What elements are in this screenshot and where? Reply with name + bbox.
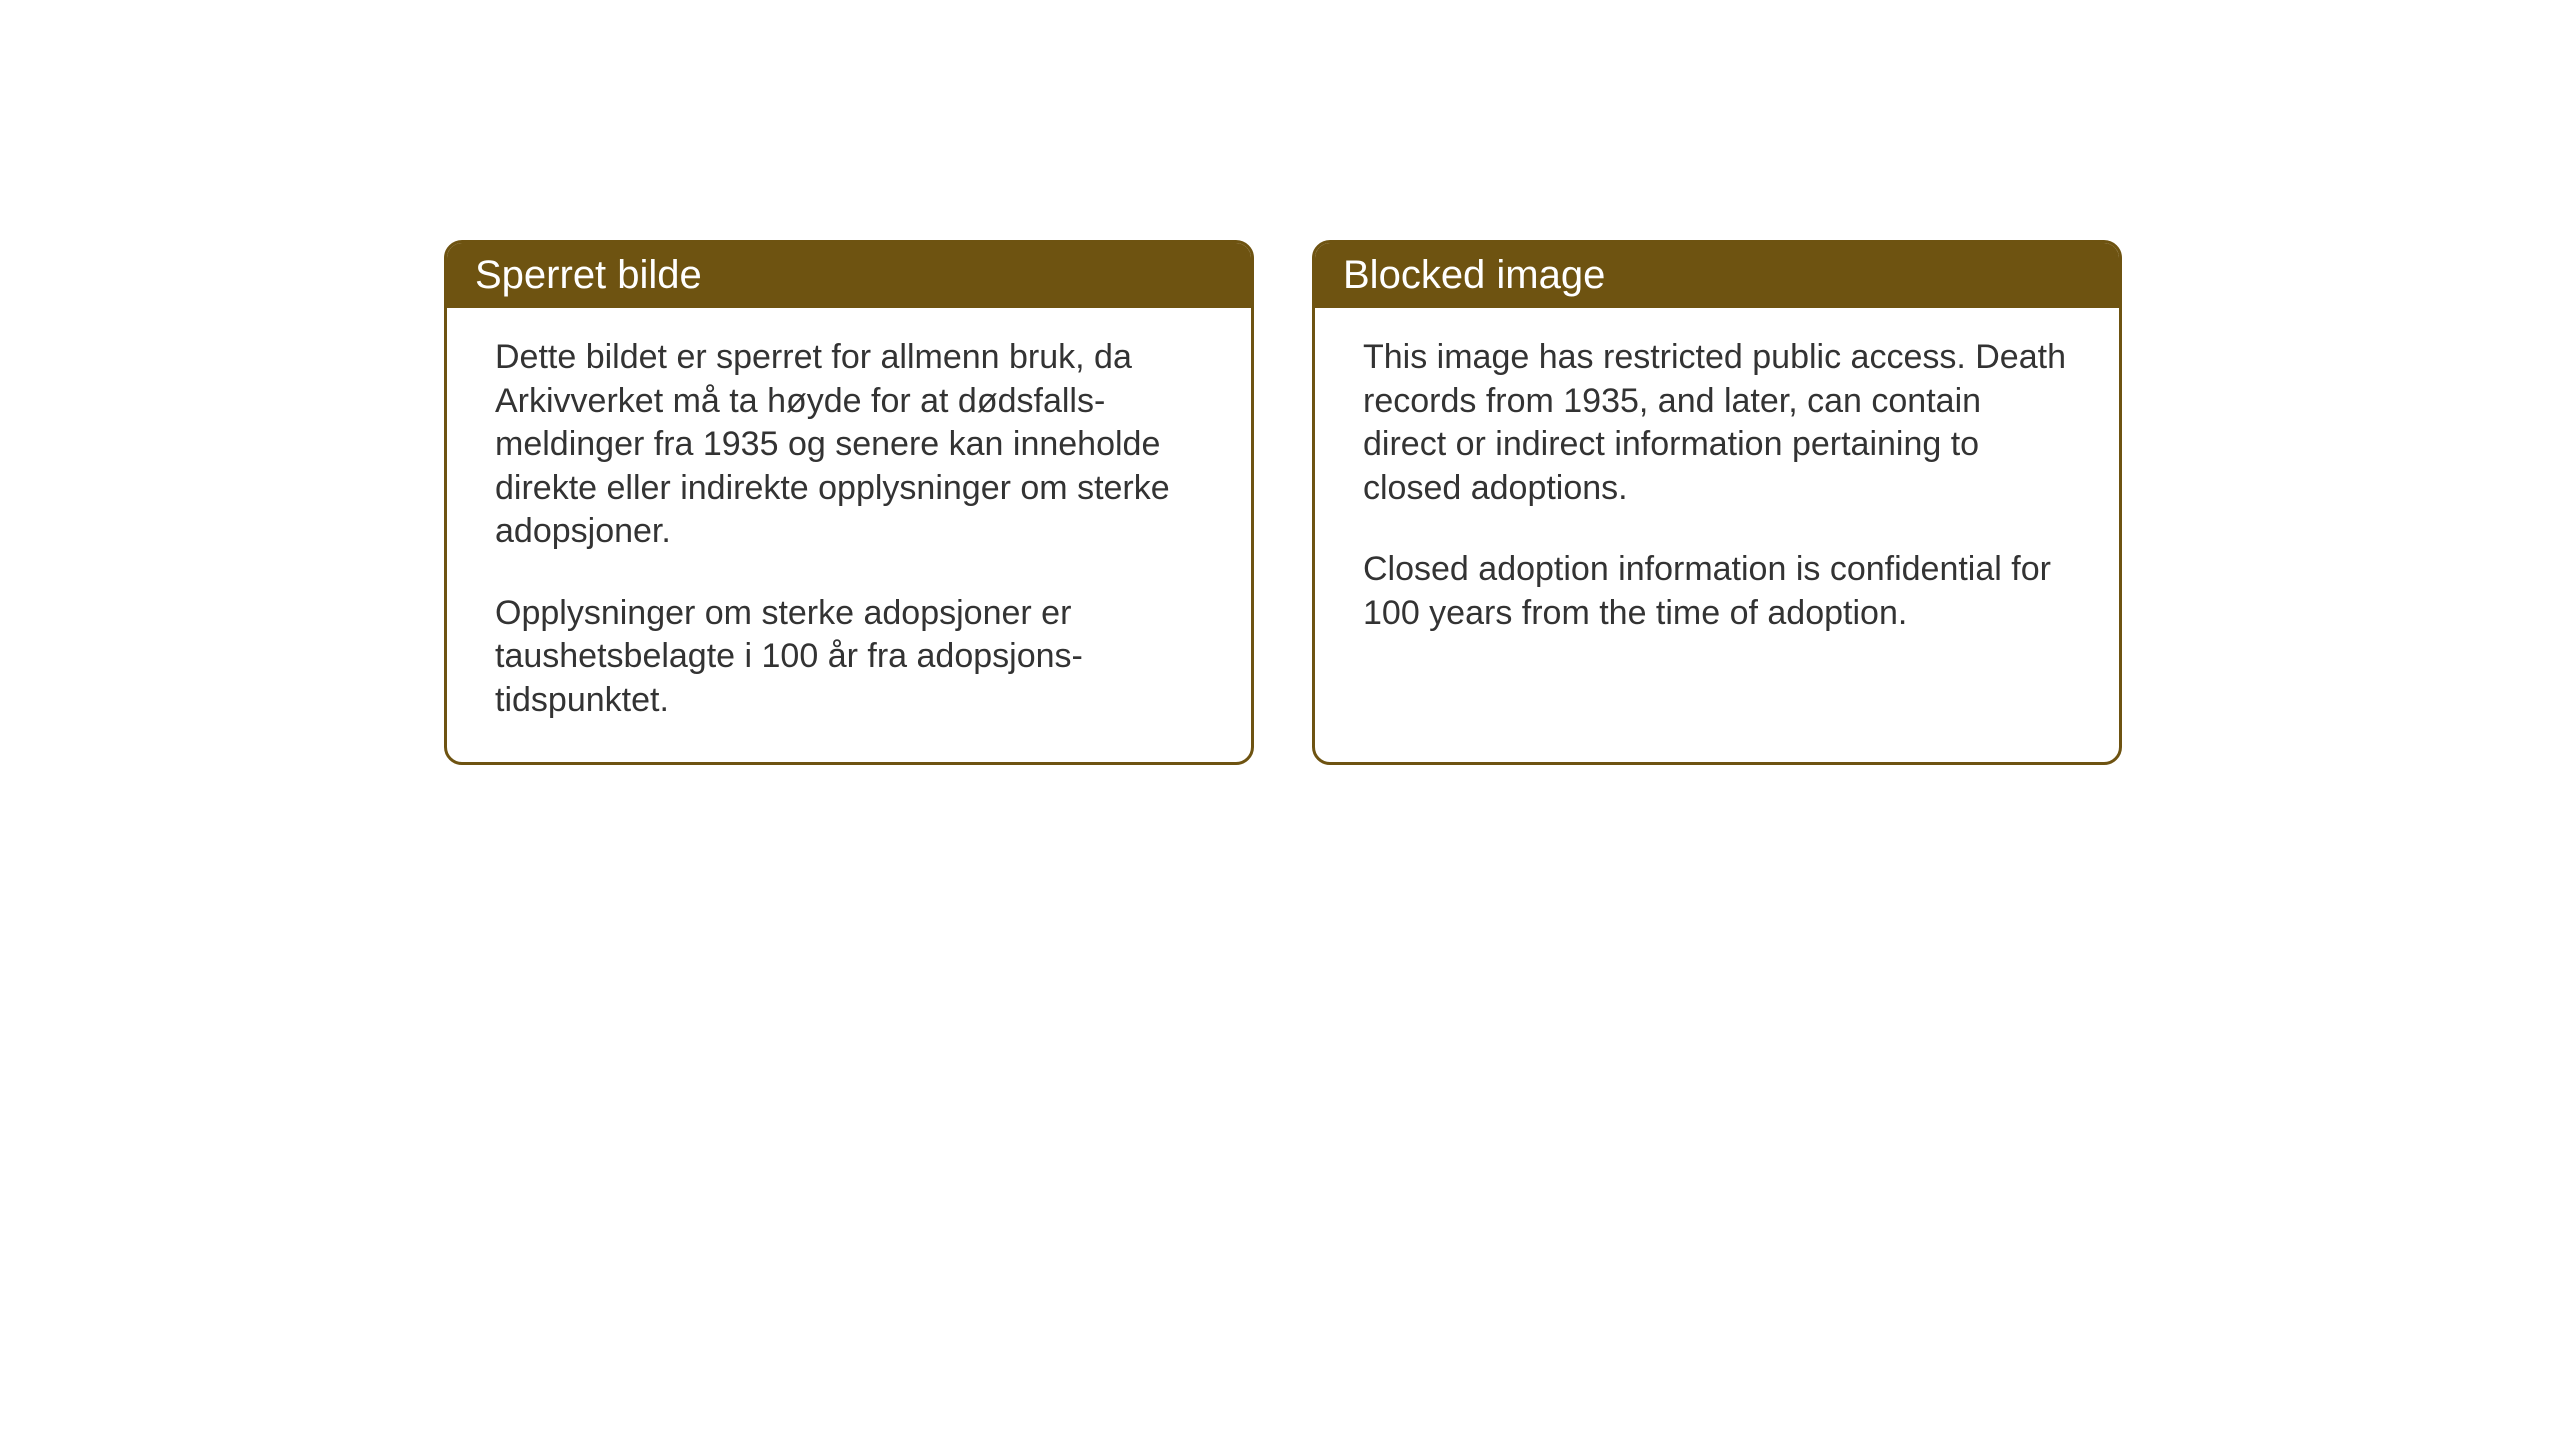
notice-para2-norwegian: Opplysninger om sterke adopsjoner er tau… xyxy=(495,592,1203,723)
notice-box-norwegian: Sperret bilde Dette bildet er sperret fo… xyxy=(444,240,1254,765)
notice-title-english: Blocked image xyxy=(1343,253,1605,297)
notice-title-norwegian: Sperret bilde xyxy=(475,253,702,297)
notice-header-norwegian: Sperret bilde xyxy=(447,243,1251,308)
notice-header-english: Blocked image xyxy=(1315,243,2119,308)
notice-container: Sperret bilde Dette bildet er sperret fo… xyxy=(444,240,2122,765)
notice-para1-english: This image has restricted public access.… xyxy=(1363,336,2071,510)
notice-box-english: Blocked image This image has restricted … xyxy=(1312,240,2122,765)
notice-para1-norwegian: Dette bildet er sperret for allmenn bruk… xyxy=(495,336,1203,554)
notice-para2-english: Closed adoption information is confident… xyxy=(1363,548,2071,635)
notice-body-english: This image has restricted public access.… xyxy=(1315,308,2119,675)
notice-body-norwegian: Dette bildet er sperret for allmenn bruk… xyxy=(447,308,1251,762)
